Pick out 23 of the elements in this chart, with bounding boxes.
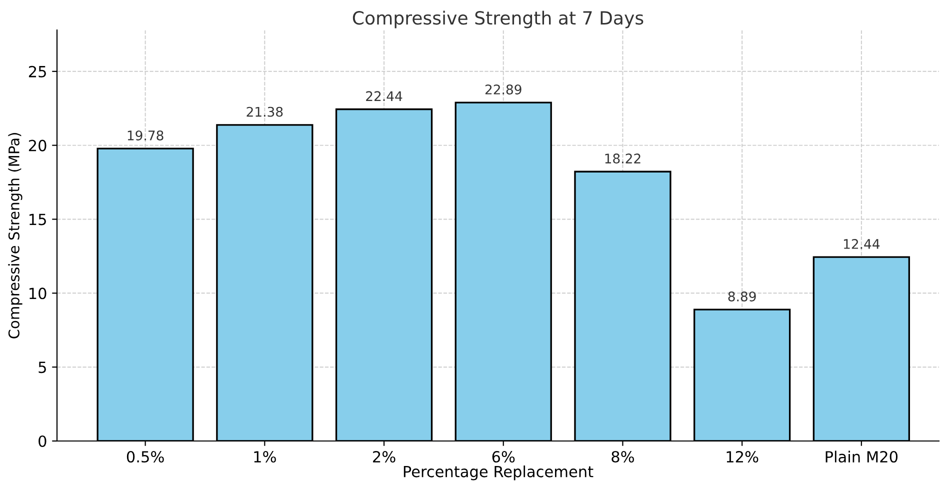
y-tick-label: 0 bbox=[38, 435, 46, 448]
data-label: 19.78 bbox=[128, 130, 164, 140]
x-tick-label: Plain M20 bbox=[826, 450, 898, 463]
y-tick-label: 10 bbox=[30, 288, 46, 300]
y-tick-label: 25 bbox=[28, 66, 46, 78]
y-axis-title: Compressive Strength (MPa) bbox=[8, 133, 22, 338]
data-label: 21.38 bbox=[246, 106, 283, 117]
x-tick-label: 1% bbox=[254, 450, 276, 463]
x-tick-label: 2% bbox=[373, 450, 396, 463]
x-tick-label: 0.5% bbox=[126, 450, 164, 463]
data-label: 18.22 bbox=[605, 154, 640, 164]
x-tick-label: 12% bbox=[726, 450, 758, 463]
y-tick-label: 5 bbox=[38, 362, 46, 374]
x-axis-title: Percentage Replacement bbox=[404, 466, 594, 480]
data-label: 12.44 bbox=[844, 238, 880, 249]
x-tick-label: 6% bbox=[492, 450, 515, 463]
data-label: 8.89 bbox=[728, 291, 756, 302]
data-label: 22.89 bbox=[485, 84, 522, 94]
y-tick-label: 15 bbox=[30, 214, 46, 226]
y-tick-label: 20 bbox=[28, 140, 46, 152]
x-tick-label: 8% bbox=[612, 450, 634, 463]
data-label: 22.44 bbox=[366, 91, 402, 101]
chart-title: Compressive Strength at 7 Days bbox=[352, 10, 644, 28]
